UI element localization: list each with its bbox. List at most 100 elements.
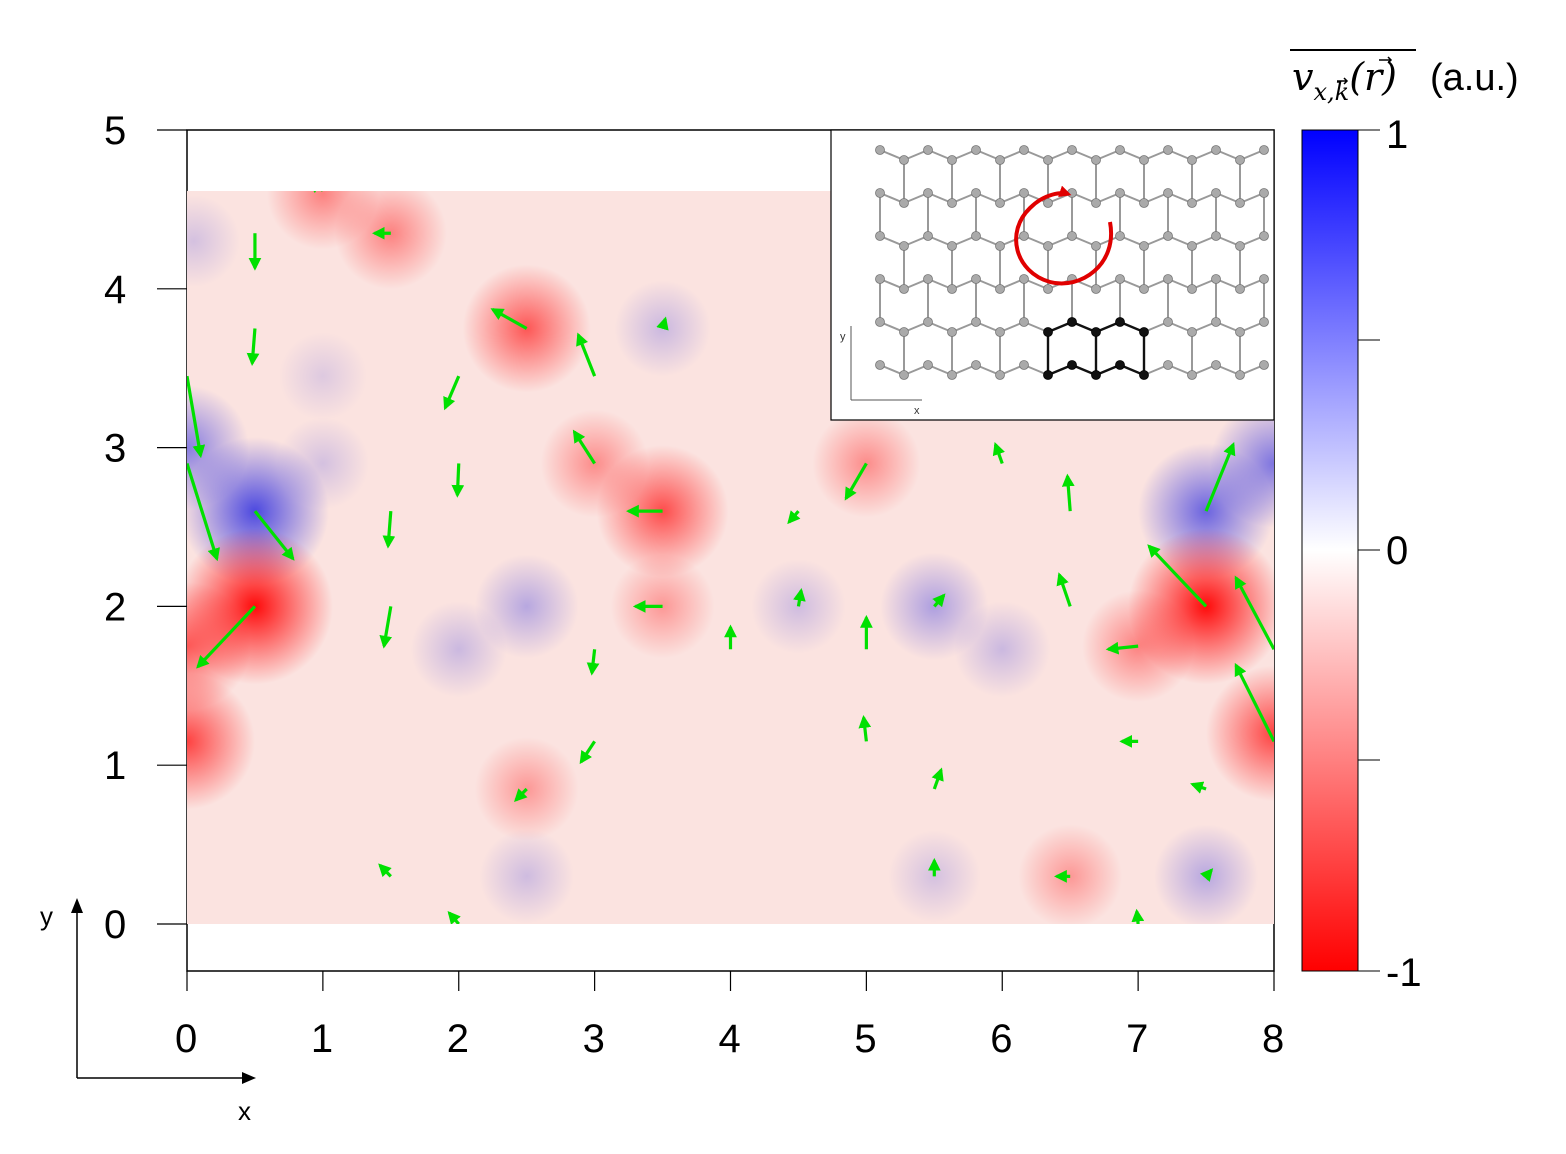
y-tick-label: 3 <box>104 427 126 471</box>
vector-arrow <box>858 715 872 742</box>
lattice-atom <box>1043 284 1053 294</box>
vector-arrow <box>1234 575 1274 651</box>
vector-arrow <box>451 463 465 498</box>
lattice-atom <box>1043 327 1053 337</box>
x-tick-label: 2 <box>447 1017 469 1061</box>
vector-arrow <box>576 332 597 377</box>
lattice-atom <box>1259 360 1269 370</box>
field-hotspot <box>1206 665 1274 802</box>
lattice-atom <box>1043 370 1053 380</box>
x-tick-label: 6 <box>990 1017 1012 1061</box>
vector-arrows <box>187 191 1274 924</box>
field-hotspots <box>187 191 1274 924</box>
lattice-atom <box>995 370 1005 380</box>
lattice-atom <box>1115 317 1125 327</box>
lattice-atom <box>1019 360 1029 370</box>
vector-arrow <box>1105 641 1139 655</box>
lattice-atom <box>899 155 909 165</box>
colorbar-label-sub: x,k <box>1313 78 1349 106</box>
lattice-atom <box>1235 370 1245 380</box>
lattice-atom <box>995 241 1005 251</box>
lattice-atom <box>1091 284 1101 294</box>
vector-arrow <box>379 606 393 649</box>
lattice-atom <box>1139 370 1149 380</box>
vector-arrow <box>378 863 392 878</box>
vector-arrow <box>187 375 206 459</box>
lattice-atom <box>1091 327 1101 337</box>
lattice-atom <box>1115 188 1125 198</box>
field-hotspot <box>954 601 1051 698</box>
lattice-atom <box>1043 155 1053 165</box>
lattice-atom <box>1235 155 1245 165</box>
inset-x-label: x <box>914 405 920 417</box>
colorbar-unit: (a.u.) <box>1430 57 1519 99</box>
field-hotspot <box>1210 399 1274 528</box>
lattice-atom <box>1091 198 1101 208</box>
lattice-atom <box>899 198 909 208</box>
y-arrowhead-icon <box>71 898 83 913</box>
lattice-atom <box>1163 317 1173 327</box>
lattice-atom <box>875 231 885 241</box>
vector-arrow <box>931 767 944 790</box>
lattice-atom <box>1211 231 1221 241</box>
lattice-atom <box>1163 145 1173 155</box>
lattice-atom <box>971 231 981 241</box>
x-arrowhead-icon <box>242 1072 256 1084</box>
vector-arrow <box>1199 868 1214 882</box>
lattice-atom <box>1067 231 1077 241</box>
y-tick-label: 2 <box>104 585 126 629</box>
x-axis-ticks: 0 1 2 3 4 5 6 7 8 <box>175 971 1284 1061</box>
vector-arrow <box>1056 572 1072 607</box>
vector-arrow <box>196 605 257 669</box>
lattice-atom <box>1259 231 1269 241</box>
vector-arrow <box>253 510 295 561</box>
vector-arrow <box>1204 442 1236 512</box>
y-axis-ticks: 0 1 2 3 4 5 <box>104 109 187 947</box>
lattice-atom <box>947 327 957 337</box>
lattice-atom <box>995 155 1005 165</box>
lattice-atom <box>1163 188 1173 198</box>
field-hotspot <box>187 195 240 288</box>
colorbar-tick-mid: 0 <box>1386 529 1408 573</box>
y-arrow-label: y <box>40 901 53 931</box>
vector-arrow <box>382 510 396 549</box>
lattice-atom <box>1067 360 1077 370</box>
y-tick-label: 1 <box>104 744 126 788</box>
lattice-atom <box>875 274 885 284</box>
lattice-atom <box>1043 198 1053 208</box>
lattice-atom <box>1067 188 1077 198</box>
lattice-atom <box>947 198 957 208</box>
lattice-atom <box>1139 284 1149 294</box>
lattice-atom <box>1211 145 1221 155</box>
lattice-atom <box>923 317 933 327</box>
vector-accent-icon <box>1337 56 1393 85</box>
lattice-atom <box>1091 241 1101 251</box>
vector-arrow <box>514 787 528 802</box>
lattice-atom <box>1187 284 1197 294</box>
colorbar-tick-min: -1 <box>1386 951 1422 995</box>
lattice-atom <box>995 284 1005 294</box>
lattice-atom <box>1019 188 1029 198</box>
lattice-atom <box>1211 188 1221 198</box>
x-tick-label: 4 <box>719 1017 741 1061</box>
field-hotspot <box>278 332 367 421</box>
field-hotspot <box>812 409 921 518</box>
lattice-atom <box>875 188 885 198</box>
lattice-atom <box>1139 155 1149 165</box>
field-hotspot <box>187 385 249 510</box>
inset: y x <box>830 129 1275 421</box>
vector-arrow <box>443 375 461 411</box>
vector-arrow <box>1131 908 1145 924</box>
lattice-atom <box>1139 327 1149 337</box>
lattice-atom <box>995 198 1005 208</box>
vector-arrow <box>1234 662 1274 743</box>
colorbar-gradient <box>1301 129 1359 972</box>
lattice-atom <box>1067 145 1077 155</box>
inset-y-label: y <box>840 331 846 343</box>
lattice-atom <box>1019 231 1029 241</box>
lattice-atom <box>947 284 957 294</box>
vector-arrow <box>793 587 806 607</box>
lattice-atom <box>1211 317 1221 327</box>
lattice-atom <box>1115 274 1125 284</box>
